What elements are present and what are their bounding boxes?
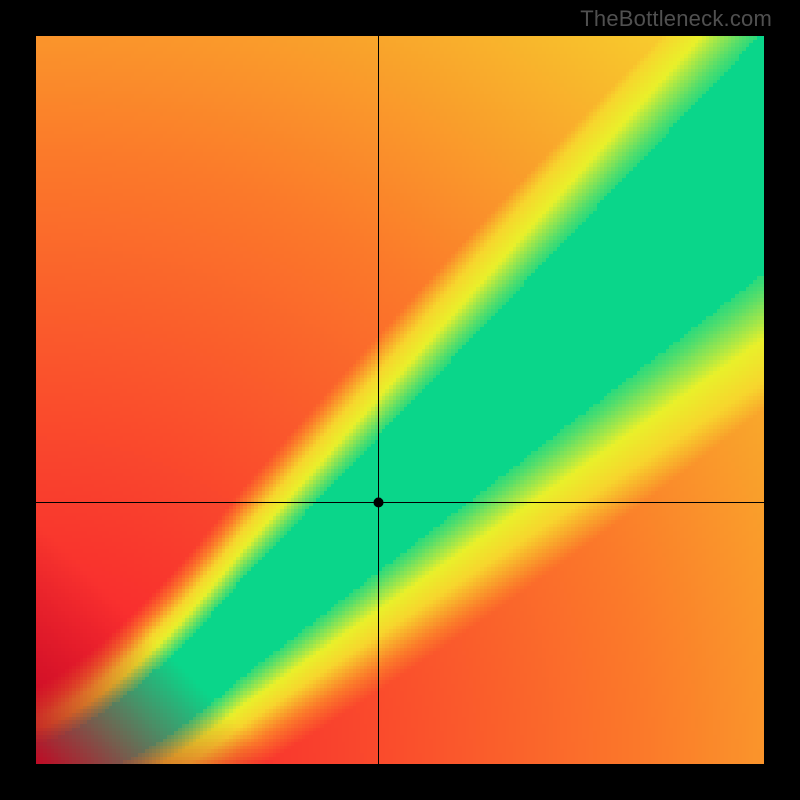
watermark-text: TheBottleneck.com [580,6,772,32]
bottleneck-heatmap [36,36,764,764]
